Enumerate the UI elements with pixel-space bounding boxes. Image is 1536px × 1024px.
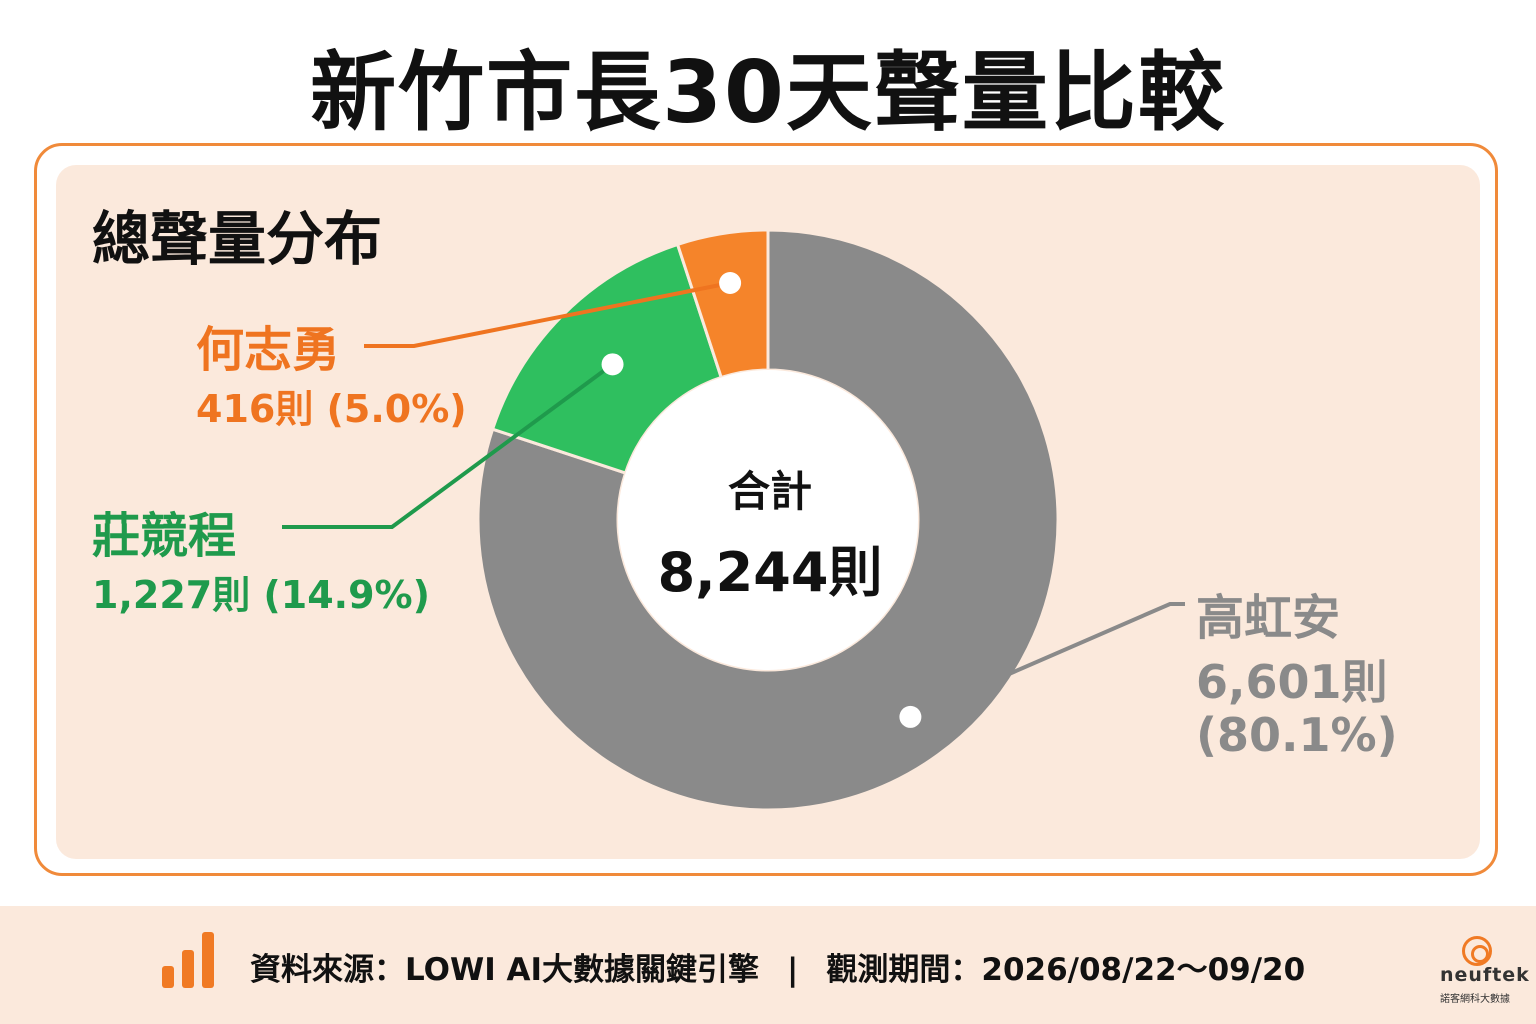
leader-dot-zhuangjingcheng: [601, 353, 624, 376]
brand-logo: neuftek 諾客網科大數據: [1440, 936, 1530, 1018]
logo-spiral-icon: [1462, 936, 1492, 966]
footer-separator: |: [787, 952, 799, 988]
leader-gaohongan: [909, 602, 1185, 719]
footer-text: 資料來源：LOWI AI大數據關鍵引擎 | 觀測期間：2026/08/22～09/2…: [250, 944, 1305, 989]
label-percent-gaohongan: (80.1%): [1196, 708, 1398, 762]
logo-subtitle: 諾客網科大數據: [1440, 994, 1510, 1005]
label-name-hezhiyong: 何志勇: [196, 322, 341, 378]
leader-zhuangjingcheng: [282, 362, 614, 529]
center-total: 8,244則: [657, 541, 883, 604]
section-title: 總聲量分布: [92, 205, 383, 273]
logo-name: neuftek: [1440, 964, 1530, 986]
center-title: 合計: [727, 467, 812, 516]
leader-dot-gaohongan: [899, 705, 922, 728]
footer: [0, 906, 1536, 1024]
bar-chart-icon: [162, 932, 218, 988]
footer-source: 資料來源：LOWI AI大數據關鍵引擎: [250, 952, 760, 988]
slice-hezhiyong: [675, 228, 770, 380]
label-value-zhuangjingcheng: 1,227則 (14.9%): [92, 573, 430, 617]
footer-period: 觀測期間：2026/08/22～09/20: [826, 952, 1306, 988]
leader-dot-hezhiyong: [719, 272, 742, 295]
label-value-hezhiyong: 416則 (5.0%): [196, 387, 467, 431]
page-title: 新竹市長30天聲量比較: [310, 43, 1226, 143]
donut-hole: [618, 370, 918, 670]
label-value-gaohongan: 6,601則: [1196, 655, 1388, 709]
label-name-zhuangjingcheng: 莊競程: [92, 508, 237, 564]
label-name-gaohongan: 高虹安: [1196, 590, 1341, 646]
leader-hezhiyong: [364, 281, 731, 348]
